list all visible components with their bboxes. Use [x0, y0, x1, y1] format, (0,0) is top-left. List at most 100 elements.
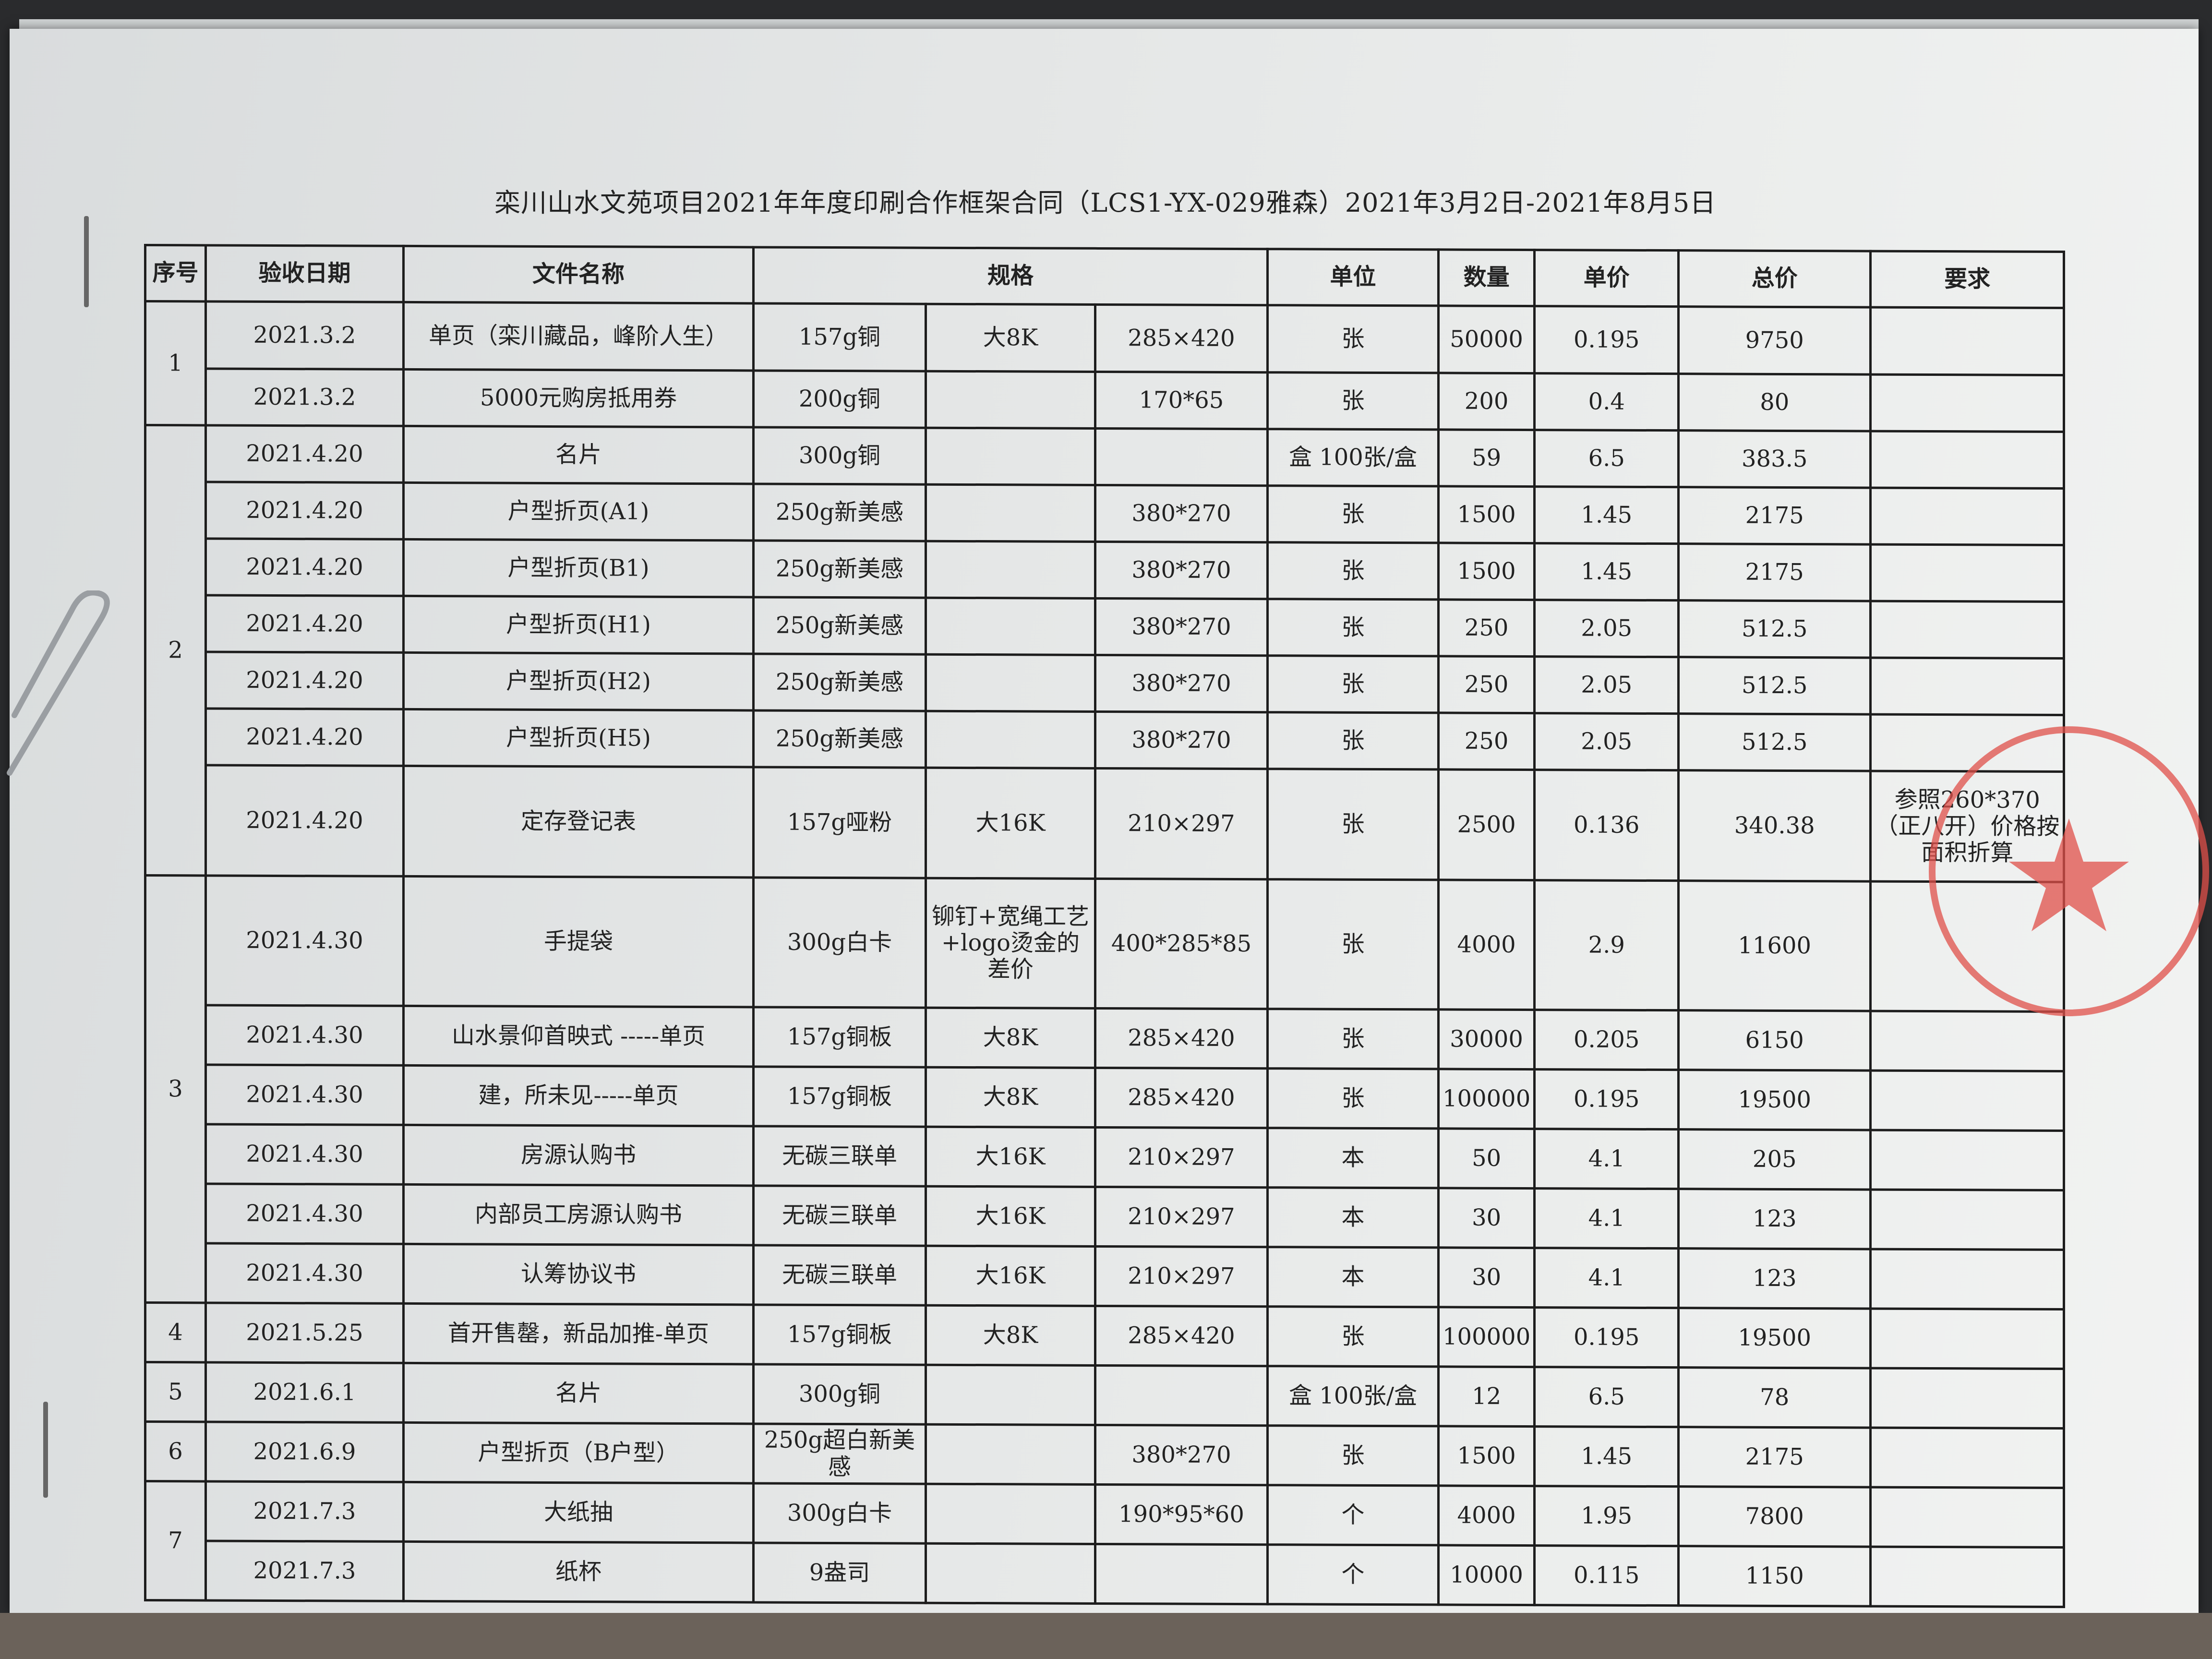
- cell-total: 78: [1678, 1367, 1871, 1428]
- cell-price: 6.5: [1534, 430, 1679, 487]
- cell-price: 6.5: [1534, 1367, 1679, 1427]
- cell-total: 19500: [1678, 1070, 1871, 1130]
- cell-name: 手提袋: [403, 876, 754, 1007]
- cell-price: 1.45: [1534, 1426, 1679, 1487]
- cell-qty: 1500: [1438, 1426, 1535, 1486]
- header-qty: 数量: [1438, 249, 1535, 306]
- cell-date: 2021.4.20: [205, 708, 404, 766]
- cell-note: [1870, 1070, 2064, 1131]
- cell-qty: 200: [1438, 373, 1535, 430]
- cell-name: 山水景仰首映式 -----单页: [403, 1006, 754, 1067]
- cell-name: 建，所未见-----单页: [403, 1065, 754, 1126]
- cell-note: [1870, 488, 2064, 545]
- cell-material: 250g新美感: [753, 483, 926, 541]
- row-group-number: 5: [145, 1362, 206, 1422]
- cell-price: 1.95: [1534, 1486, 1679, 1546]
- cell-price: 2.05: [1534, 656, 1679, 714]
- cell-name: 户型折页(B1): [403, 539, 754, 597]
- cell-size: 大16K: [926, 1127, 1095, 1187]
- cell-material: 250g超白新美感: [753, 1423, 926, 1484]
- cell-material: 250g新美感: [753, 710, 926, 768]
- table-row: 3 2021.4.30 手提袋 300g白卡 铆钉+宽绳工艺+logo烫金的差价 400*…: [145, 875, 2064, 1303]
- cell-note: [1870, 1309, 2064, 1369]
- cell-dim: 400*285*85: [1095, 878, 1268, 1009]
- cell-total: 383.5: [1678, 430, 1871, 488]
- cell-unit: 张: [1267, 655, 1439, 713]
- cell-size: [926, 371, 1095, 429]
- table-row: 7 2021.7.3 大纸抽 300g白卡 190*95*60 个 4000 1.95 7800: [145, 1481, 2064, 1600]
- cell-qty: 250: [1438, 599, 1535, 657]
- cell-size: [926, 1543, 1095, 1604]
- cell-note: [1870, 1249, 2064, 1310]
- cell-unit: 张: [1267, 542, 1439, 600]
- cell-qty: 4000: [1438, 879, 1535, 1010]
- cell-material: 9盎司: [753, 1542, 926, 1603]
- cell-note: [1870, 1368, 2064, 1429]
- cell-name: 定存登记表: [403, 766, 754, 878]
- cell-material: 250g新美感: [753, 540, 926, 598]
- cell-size: [926, 598, 1095, 655]
- cell-date: 2021.5.25: [205, 1302, 404, 1363]
- cell-size: 大16K: [926, 768, 1095, 879]
- cell-qty: 2500: [1438, 769, 1535, 880]
- staple: [43, 1402, 48, 1498]
- cell-size: 大8K: [926, 1305, 1095, 1366]
- cell-price: 2.05: [1534, 600, 1679, 657]
- cell-unit: 张: [1267, 305, 1439, 373]
- cell-dim: [1095, 428, 1268, 486]
- cell-material: 157g铜: [753, 303, 926, 372]
- row-group-number: 1: [145, 301, 206, 425]
- cell-date: 2021.4.30: [205, 1064, 404, 1125]
- cell-name: 首开售罄，新品加推-单页: [403, 1303, 754, 1364]
- cell-total: 2175: [1678, 487, 1871, 545]
- row-group-number: 7: [145, 1481, 206, 1600]
- table-row: 2021.7.3 纸杯 9盎司 个 10000 0.115 1150: [145, 1540, 2064, 1607]
- cell-name: 大纸抽: [403, 1482, 754, 1543]
- cell-name: 名片: [403, 426, 754, 484]
- cell-dim: 380*270: [1095, 485, 1268, 542]
- cell-name: 户型折页(H2): [403, 652, 754, 710]
- cell-total: 80: [1678, 373, 1871, 432]
- table-row: 4 2021.5.25 首开售罄，新品加推-单页 157g铜板 大8K 285×420 张 1…: [145, 1302, 2064, 1369]
- cell-note: [1870, 374, 2064, 432]
- cell-note: [1870, 1547, 2064, 1607]
- cell-date: 2021.4.30: [205, 1124, 404, 1185]
- cell-date: 2021.4.30: [205, 1183, 404, 1244]
- cell-price: 0.136: [1534, 769, 1679, 881]
- table-row: 2021.4.30 内部员工房源认购书 无碳三联单 大16K 210×297 本 30 4.1…: [145, 1183, 2064, 1250]
- cell-total: 205: [1678, 1129, 1871, 1190]
- cell-total: 2175: [1678, 543, 1871, 601]
- table-header-row: 序号 验收日期 文件名称 规格 单位 数量 单价 总价 要求: [145, 245, 2064, 308]
- cell-date: 2021.4.30: [205, 875, 404, 1006]
- cell-material: 200g铜: [753, 370, 926, 428]
- table-row: 2021.4.20 户型折页(B1) 250g新美感 380*270 张 1500 1.45…: [145, 538, 2064, 602]
- cell-qty: 1500: [1438, 486, 1535, 543]
- cell-material: 无碳三联单: [753, 1126, 926, 1187]
- table-row: 2021.4.20 户型折页(A1) 250g新美感 380*270 张 1500 1.45…: [145, 481, 2064, 545]
- cell-unit: 盒 100张/盒: [1267, 429, 1439, 486]
- header-price: 单价: [1534, 250, 1679, 307]
- header-name: 文件名称: [403, 246, 754, 303]
- cell-unit: 本: [1267, 1247, 1439, 1307]
- cell-dim: 380*270: [1095, 711, 1268, 769]
- cell-date: 2021.4.20: [205, 538, 404, 596]
- row-group-number: 2: [145, 425, 206, 876]
- cell-unit: 个: [1267, 1544, 1439, 1605]
- cell-name: 户型折页(H5): [403, 709, 754, 767]
- row-group-number: 6: [145, 1421, 206, 1481]
- cell-price: 2.05: [1534, 713, 1679, 770]
- cell-unit: 张: [1267, 1009, 1439, 1069]
- cell-note: [1870, 1190, 2064, 1250]
- cell-material: 300g白卡: [753, 1483, 926, 1544]
- cell-dim: 380*270: [1095, 655, 1268, 712]
- cell-name: 单页（栾川藏品，峰阶人生）: [403, 302, 754, 371]
- cell-date: 2021.4.20: [205, 481, 404, 540]
- cell-dim: 285×420: [1095, 1306, 1268, 1366]
- cell-price: 0.195: [1534, 1069, 1679, 1130]
- table-row: 2021.4.30 山水景仰首映式 -----单页 157g铜板 大8K 285×420…: [145, 1005, 2064, 1071]
- cell-unit: 张: [1267, 879, 1439, 1010]
- cell-dim: 380*270: [1095, 1425, 1268, 1485]
- cell-material: 300g铜: [753, 427, 926, 485]
- cell-material: 无碳三联单: [753, 1185, 926, 1246]
- cell-total: 1150: [1678, 1546, 1871, 1607]
